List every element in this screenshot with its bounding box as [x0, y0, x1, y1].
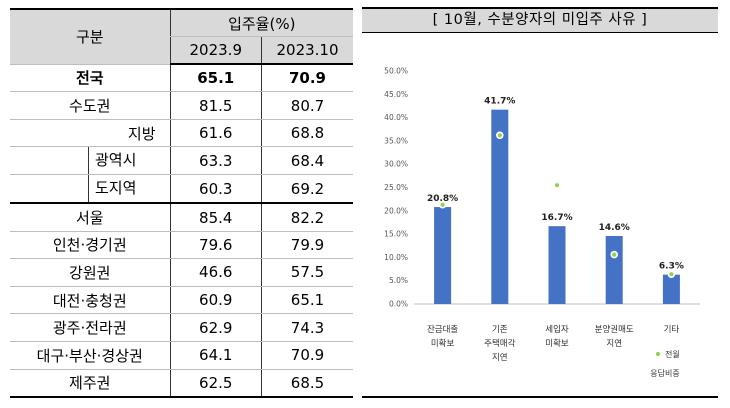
table-row: 대전·충청권 60.9 65.1	[10, 285, 353, 315]
rate-2023-9-cell: 85.4	[169, 202, 262, 232]
y-tick-label: 5.0%	[389, 276, 408, 285]
y-tick-label: 10.0%	[384, 253, 408, 262]
category-label: 주택매각	[484, 338, 515, 349]
header-period-1: 2023.9	[169, 36, 262, 66]
chart-title: [ 10월, 수분양자의 미입주 사유 ]	[362, 7, 718, 33]
y-tick-label: 15.0%	[384, 230, 408, 239]
rate-2023-10-cell: 70.9	[261, 63, 353, 93]
legend-label: 전월	[665, 349, 680, 359]
y-tick-label: 0.0%	[389, 300, 408, 309]
rate-2023-10-cell: 68.8	[261, 118, 353, 148]
rate-2023-9-cell: 61.6	[169, 118, 262, 148]
region-cell: 전국	[10, 63, 170, 93]
marker-prev-month	[612, 252, 617, 257]
rate-2023-9-cell: 63.3	[169, 146, 262, 176]
region-cell: 대구·부산·경상권	[10, 340, 170, 370]
rate-2023-9-cell: 65.1	[169, 63, 262, 93]
region-cell: 수도권	[10, 91, 170, 120]
region-cell: 광주·전라권	[10, 313, 170, 342]
category-label: 지연	[492, 353, 508, 363]
region-cell: 강원권	[10, 258, 170, 287]
bar-2	[491, 109, 509, 304]
category-label: 잔금대출	[427, 324, 458, 335]
region-cell: 대전·충청권	[10, 285, 170, 315]
rate-2023-10-cell: 57.5	[261, 258, 353, 287]
bar-chart: 0.0% 5.0% 10.0% 15.0% 20.0% 25.0% 30.0% 35.0% 40…	[384, 67, 700, 378]
occupancy-rate-table: 구분 입주율(%) 2023.9 2023.10 전국 65.1 70.9 수도권 81…	[10, 7, 353, 398]
category-label: 기존	[492, 325, 508, 335]
rate-2023-9-cell: 79.6	[169, 230, 262, 260]
table-row: 전국 65.1 70.9	[10, 63, 353, 93]
rate-2023-10-cell: 70.9	[261, 340, 353, 370]
rate-2023-9-cell: 62.9	[169, 313, 262, 342]
data-label: 20.8%	[427, 194, 458, 204]
table-row: 제주권 62.5 68.5	[10, 368, 353, 398]
rate-2023-9-cell: 62.5	[169, 368, 262, 398]
region-cell: 지방	[10, 118, 170, 148]
table-row: 광역시 63.3 68.4	[10, 146, 353, 176]
table-body: 전국 65.1 70.9 수도권 81.5 80.7 지방 61.6 68.8 광역시 63.3 68…	[10, 63, 353, 398]
y-tick-label: 45.0%	[384, 90, 408, 99]
rate-2023-10-cell: 79.9	[261, 230, 353, 260]
table-row: 도지역 60.3 69.2	[10, 174, 353, 204]
y-tick-label: 35.0%	[384, 136, 408, 145]
marker-prev-month	[497, 133, 502, 138]
rate-2023-9-cell: 46.6	[169, 258, 262, 287]
rate-2023-9-cell: 60.9	[169, 285, 262, 315]
bar-4	[605, 235, 623, 304]
rate-2023-9-cell: 81.5	[169, 91, 262, 120]
y-tick-label: 50.0%	[384, 67, 408, 76]
region-cell: 광역시	[10, 146, 170, 176]
rate-2023-10-cell: 69.2	[261, 174, 353, 204]
y-tick-label: 20.0%	[384, 206, 408, 215]
category-label: 미확보	[431, 338, 455, 349]
rate-2023-10-cell: 80.7	[261, 91, 353, 120]
region-cell: 서울	[10, 202, 170, 232]
rate-2023-10-cell: 74.3	[261, 313, 353, 342]
category-label: 미확보	[545, 338, 569, 349]
category-label: 지연	[606, 339, 622, 349]
table-row: 대구·부산·경상권 64.1 70.9	[10, 340, 353, 370]
marker-prev-month	[669, 272, 674, 277]
y-tick-label: 25.0%	[384, 183, 408, 192]
data-label: 16.7%	[541, 213, 572, 223]
header-occupancy-rate: 입주율(%)	[169, 8, 353, 38]
table-row: 지방 61.6 68.8	[10, 118, 353, 148]
category-label: 세입자	[545, 325, 569, 335]
rate-2023-10-cell: 82.2	[261, 202, 353, 232]
y-tick-label: 30.0%	[384, 160, 408, 169]
table-row: 서울 85.4 82.2	[10, 202, 353, 232]
bar-5	[662, 274, 680, 304]
header-region: 구분	[10, 7, 170, 65]
data-label: 14.6%	[599, 223, 630, 233]
rate-2023-9-cell: 60.3	[169, 174, 262, 204]
data-label: 41.7%	[484, 97, 515, 107]
marker-prev-month	[440, 202, 445, 207]
legend-marker	[655, 351, 661, 357]
table-row: 강원권 46.6 57.5	[10, 258, 353, 287]
bar-1	[434, 207, 452, 304]
y-tick-label: 40.0%	[384, 113, 408, 122]
marker-prev-month	[554, 183, 560, 188]
region-label: 도지역	[88, 175, 136, 203]
rate-2023-10-cell: 68.4	[261, 146, 353, 176]
table-row: 수도권 81.5 80.7	[10, 91, 353, 120]
region-cell: 도지역	[10, 174, 170, 204]
data-label: 6.3%	[659, 262, 684, 272]
chart-bottom-border	[362, 396, 718, 398]
legend-label: 응답비중	[650, 368, 679, 378]
rate-2023-10-cell: 65.1	[261, 285, 353, 315]
chart-panel: [ 10월, 수분양자의 미입주 사유 ] 0.0% 5.0% 10.0% 15.0%…	[362, 7, 718, 398]
category-label: 기타	[664, 325, 680, 335]
region-label: 광역시	[88, 147, 136, 175]
region-cell: 인천·경기권	[10, 230, 170, 260]
region-cell: 제주권	[10, 368, 170, 398]
rate-2023-9-cell: 64.1	[169, 340, 262, 370]
category-label: 분양권매도	[595, 324, 634, 335]
table-row: 인천·경기권 79.6 79.9	[10, 230, 353, 260]
header-period-2: 2023.10	[261, 36, 353, 66]
bar-3	[548, 226, 566, 304]
rate-2023-10-cell: 68.5	[261, 368, 353, 398]
table-row: 광주·전라권 62.9 74.3	[10, 313, 353, 342]
